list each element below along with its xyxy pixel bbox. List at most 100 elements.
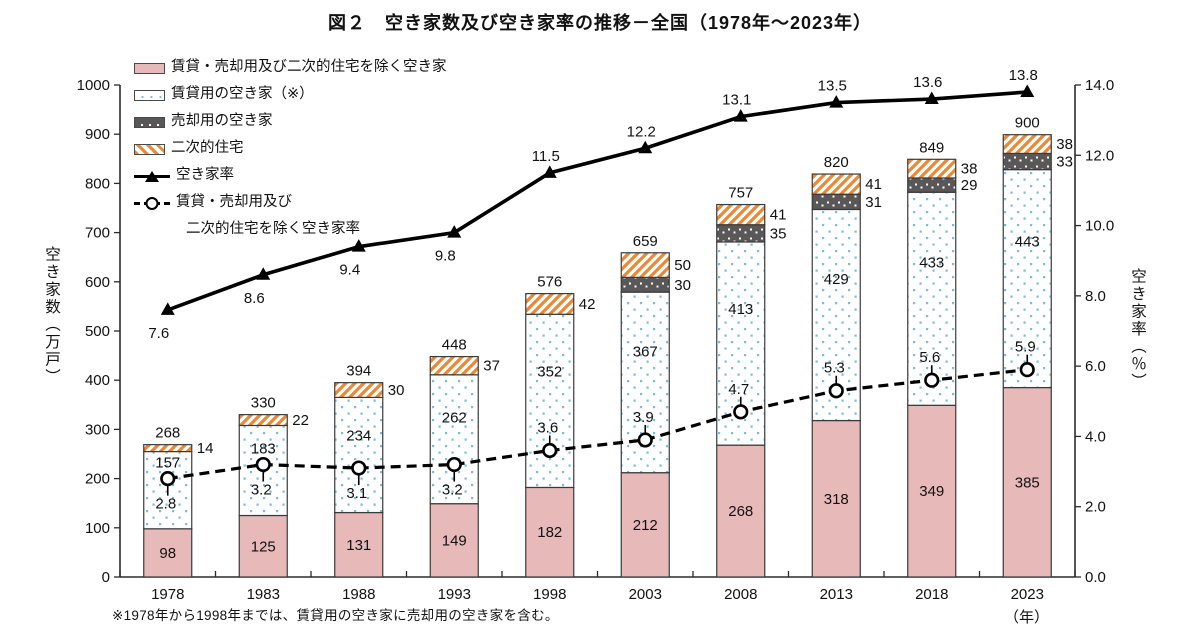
rental-label-2013: 429 bbox=[824, 271, 849, 288]
triangle-marker-icon bbox=[145, 170, 159, 182]
legend-swatch-bar-dark bbox=[134, 116, 165, 128]
secondary-label-2008: 41 bbox=[770, 207, 787, 224]
x-year-label: 2013 bbox=[820, 586, 853, 603]
rental-label-1978: 157 bbox=[155, 455, 180, 472]
y-axis-title-left: 空き家数（万戸） bbox=[43, 246, 60, 386]
x-year-label: 2023 bbox=[1011, 586, 1044, 603]
rental-label-2008: 413 bbox=[728, 301, 753, 318]
other-label-1988: 131 bbox=[346, 537, 371, 554]
y-left-tick-label: 1000 bbox=[77, 77, 110, 94]
bar-1988-other bbox=[334, 511, 384, 578]
vacancy-rate-marker-1993 bbox=[447, 225, 462, 238]
y-left-tick-label: 900 bbox=[85, 126, 110, 143]
x-year-label: 1983 bbox=[247, 586, 280, 603]
sale-label-2008: 35 bbox=[770, 225, 787, 242]
bar-1988-secondary bbox=[334, 382, 384, 399]
excl-rate-label-1993: 3.2 bbox=[442, 482, 463, 499]
vacancy-rate-label-2018: 13.6 bbox=[913, 74, 942, 91]
vacancy-rate-label-2003: 12.2 bbox=[627, 123, 656, 140]
chart-title: 図２ 空き家数及び空き家率の推移－全国（1978年～2023年） bbox=[327, 13, 873, 33]
legend-swatch-line-dashed bbox=[134, 196, 170, 210]
total-label-1983: 330 bbox=[251, 395, 276, 412]
bar-1993-rental bbox=[429, 374, 479, 505]
secondary-label-1983: 22 bbox=[292, 412, 309, 429]
x-year-label: 1993 bbox=[438, 586, 471, 603]
x-year-label: 1978 bbox=[151, 586, 184, 603]
other-label-1998: 182 bbox=[537, 524, 562, 541]
bar-1993-other bbox=[429, 503, 479, 578]
rental-label-2003: 367 bbox=[633, 344, 658, 361]
secondary-label-2023: 38 bbox=[1056, 136, 1073, 153]
other-label-2008: 268 bbox=[728, 503, 753, 520]
y-left-tick-label: 300 bbox=[85, 421, 110, 438]
bar-2023-secondary bbox=[1002, 134, 1052, 154]
sale-label-2013: 31 bbox=[865, 194, 882, 211]
legend-label-5-line2: 二次的住宅を除く空き家率 bbox=[186, 221, 360, 237]
y-axis-title-right: 空き家率（％） bbox=[1129, 268, 1146, 391]
legend-label-0: 賃貸・売却用及び二次的住宅を除く空き家 bbox=[171, 59, 447, 76]
vacancy-rate-marker-2018 bbox=[924, 91, 939, 105]
sale-label-2018: 29 bbox=[961, 177, 978, 194]
vacancy-rate-marker-2003 bbox=[638, 140, 653, 154]
rental-label-1998: 352 bbox=[537, 363, 562, 380]
secondary-label-2018: 38 bbox=[961, 161, 978, 178]
legend-swatch-line-solid bbox=[134, 170, 170, 182]
excl-rate-marker-2008 bbox=[733, 404, 749, 420]
legend-item-0: 賃貸・売却用及び二次的住宅を除く空き家 bbox=[134, 59, 447, 76]
total-label-1998: 576 bbox=[537, 274, 562, 291]
y-right-tick-label: 14.0 bbox=[1085, 77, 1114, 94]
y-left-tick-label: 700 bbox=[85, 225, 110, 242]
vacancy-rate-marker-2008 bbox=[733, 109, 748, 122]
vacancy-rate-label-2013: 13.5 bbox=[818, 78, 847, 95]
y-right-tick-label: 8.0 bbox=[1085, 288, 1106, 305]
legend-swatch-bar-hatch bbox=[134, 143, 165, 155]
excl-rate-marker-2003 bbox=[637, 432, 653, 448]
x-year-label: 2008 bbox=[724, 586, 757, 603]
other-label-2018: 349 bbox=[919, 483, 944, 500]
legend-swatch-bar-dots bbox=[134, 89, 165, 101]
secondary-label-1978: 14 bbox=[197, 440, 214, 457]
y-left-tick-label: 600 bbox=[85, 274, 110, 291]
excl-rate-marker-1998 bbox=[542, 442, 558, 459]
bar-2018-secondary bbox=[907, 158, 957, 179]
footnote: ※1978年から1998年までは、賃貸用の空き家に売却用の空き家を含む。 bbox=[112, 608, 559, 623]
excl-rate-label-2018: 5.6 bbox=[919, 349, 940, 366]
legend-swatch-bar-pink bbox=[134, 62, 165, 74]
total-label-2008: 757 bbox=[728, 185, 753, 202]
excl-rate-line bbox=[167, 368, 1028, 481]
excl-rate-label-2023: 5.9 bbox=[1015, 339, 1036, 356]
bar-2023-rental bbox=[1002, 169, 1052, 389]
bar-1998-other bbox=[525, 486, 575, 578]
excl-rate-marker-1988 bbox=[351, 460, 367, 476]
other-label-2013: 318 bbox=[824, 491, 849, 508]
bar-2003-secondary bbox=[620, 252, 670, 278]
total-label-2013: 820 bbox=[824, 154, 849, 171]
bar-2008-sale bbox=[716, 224, 766, 243]
legend-label-4: 空き家率 bbox=[176, 167, 234, 184]
vacancy-rate-label-2008: 13.1 bbox=[722, 92, 751, 109]
bar-1998-secondary bbox=[525, 293, 575, 315]
excl-rate-marker-1978 bbox=[160, 471, 176, 487]
circle-marker-icon bbox=[145, 196, 159, 210]
y-right-tick-label: 4.0 bbox=[1085, 428, 1106, 445]
secondary-label-2013: 41 bbox=[865, 176, 882, 193]
vacancy-rate-marker-1983 bbox=[256, 267, 271, 280]
lines-group bbox=[160, 84, 1035, 496]
vacancy-rate-label-1978: 7.6 bbox=[148, 325, 169, 342]
other-label-2003: 212 bbox=[633, 517, 658, 534]
vacancy-rate-label-1998: 11.5 bbox=[532, 148, 560, 165]
rental-label-1983: 183 bbox=[251, 441, 276, 458]
secondary-label-2003: 50 bbox=[674, 257, 691, 274]
sale-label-2003: 30 bbox=[674, 277, 691, 294]
y-right-tick-label: 2.0 bbox=[1085, 499, 1106, 516]
excl-rate-marker-1983 bbox=[255, 456, 271, 473]
total-label-2003: 659 bbox=[633, 233, 658, 250]
bar-2013-other bbox=[811, 419, 861, 578]
y-left-tick-label: 200 bbox=[85, 471, 110, 488]
labels-group: 268 98 157 14 330 125 183 22 394 131 234 30 448 149 26… bbox=[148, 67, 1073, 562]
bar-2023-other bbox=[1002, 386, 1052, 578]
total-label-1978: 268 bbox=[155, 425, 180, 442]
legend-label-3: 二次的住宅 bbox=[171, 140, 244, 157]
bar-1978-secondary bbox=[143, 444, 193, 453]
